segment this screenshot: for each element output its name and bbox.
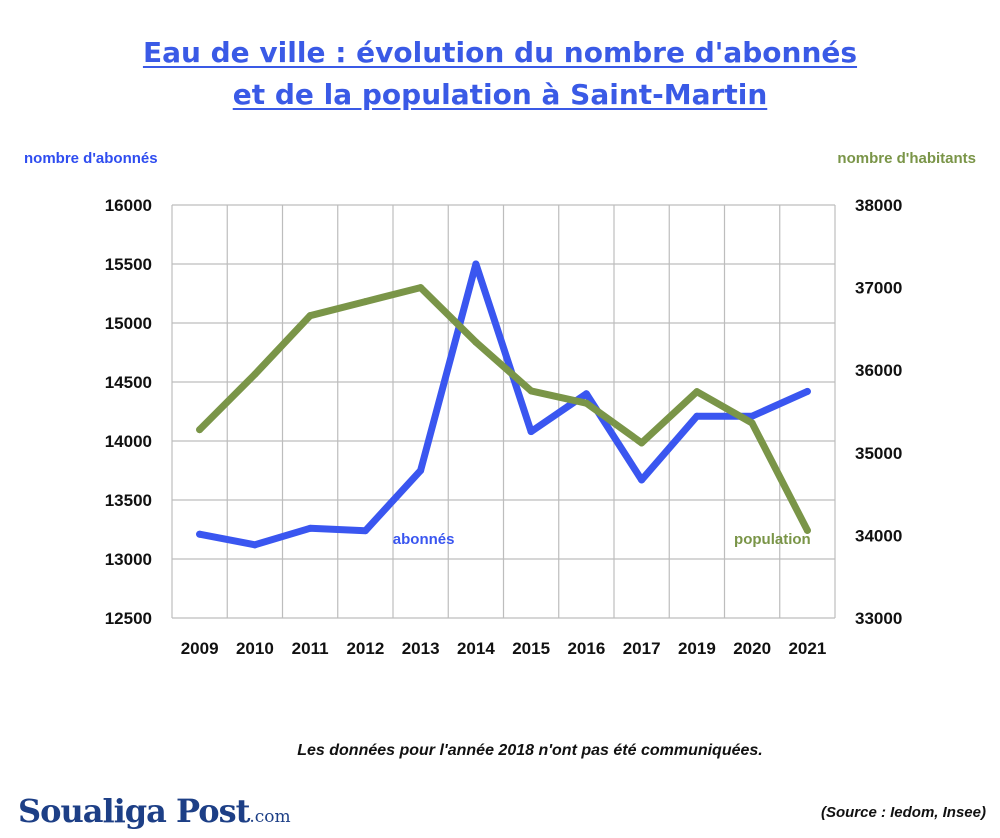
- data-point-abonnes: [196, 530, 204, 538]
- left-axis-title: nombre d'abonnés: [24, 150, 158, 167]
- x-tick-label: 2021: [788, 639, 826, 658]
- x-tick-label: 2011: [292, 639, 329, 658]
- data-point-abonnes: [417, 467, 425, 474]
- x-tick-label: 2013: [402, 639, 440, 658]
- logo-main: Soualiga Post: [18, 792, 250, 830]
- data-point-abonnes: [748, 412, 756, 420]
- data-point-abonnes: [361, 527, 369, 535]
- data-point-population: [582, 399, 590, 407]
- data-point-population: [527, 387, 535, 395]
- title-line-2: et de la population à Saint-Martin: [232, 78, 768, 111]
- data-point-abonnes: [693, 412, 701, 420]
- x-tick-label: 2014: [457, 639, 495, 658]
- x-tick-label: 2009: [181, 639, 219, 658]
- right-tick-label: 37000: [855, 279, 902, 298]
- data-point-population: [638, 439, 646, 447]
- data-point-population: [472, 338, 480, 346]
- x-tick-label: 2019: [678, 639, 716, 658]
- left-tick-label: 16000: [105, 196, 152, 215]
- source-note: (Source : Iedom, Insee): [820, 804, 986, 821]
- data-point-population: [803, 526, 811, 534]
- data-point-abonnes: [803, 387, 811, 395]
- x-tick-label: 2015: [512, 639, 550, 658]
- right-tick-label: 36000: [855, 361, 902, 380]
- data-point-population: [361, 298, 369, 306]
- right-tick-label: 33000: [855, 609, 902, 628]
- data-point-population: [306, 312, 314, 320]
- data-point-abonnes: [638, 476, 646, 484]
- series-label-population: population: [734, 531, 811, 548]
- x-tick-label: 2012: [346, 639, 384, 658]
- title-line-1: Eau de ville : évolution du nombre d'abo…: [142, 36, 858, 69]
- series-line-population: [196, 284, 811, 534]
- line-chart: 16000 15500 15000 14500 14000 13500 13000 12500…: [105, 196, 903, 658]
- data-point-abonnes: [582, 390, 590, 398]
- data-point-population: [251, 370, 259, 378]
- data-point-abonnes: [527, 428, 535, 436]
- right-axis-title: nombre d'habitants: [837, 150, 976, 167]
- left-tick-label: 15500: [105, 255, 152, 274]
- logo-suffix: .com: [249, 807, 291, 827]
- left-tick-label: 14000: [105, 432, 152, 451]
- right-tick-label: 34000: [855, 526, 902, 545]
- data-point-population: [693, 388, 701, 396]
- right-tick-label: 35000: [855, 444, 902, 463]
- left-tick-label: 13000: [105, 550, 152, 569]
- series-label-abonnes: abonnés: [393, 531, 455, 548]
- left-tick-label: 12500: [105, 609, 152, 628]
- data-point-abonnes: [251, 541, 259, 549]
- x-tick-label: 2016: [567, 639, 605, 658]
- chart-title: Eau de ville : évolution du nombre d'abo…: [0, 32, 1000, 116]
- x-tick-label: 2010: [236, 639, 274, 658]
- left-tick-label: 13500: [105, 491, 152, 510]
- data-point-population: [748, 419, 756, 427]
- x-tick-label: 2020: [733, 639, 771, 658]
- data-point-abonnes: [306, 524, 314, 532]
- left-tick-label: 14500: [105, 373, 152, 392]
- data-point-population: [196, 426, 204, 434]
- data-point-abonnes: [472, 260, 480, 268]
- series-line-abonnes: [196, 260, 811, 549]
- x-tick-label: 2017: [623, 639, 661, 658]
- data-note: Les données pour l'année 2018 n'ont pas …: [297, 742, 763, 759]
- left-tick-label: 15000: [105, 314, 152, 333]
- right-tick-label: 38000: [855, 196, 902, 215]
- data-point-population: [417, 284, 425, 292]
- soualiga-post-logo: Soualiga Post.com: [18, 792, 291, 830]
